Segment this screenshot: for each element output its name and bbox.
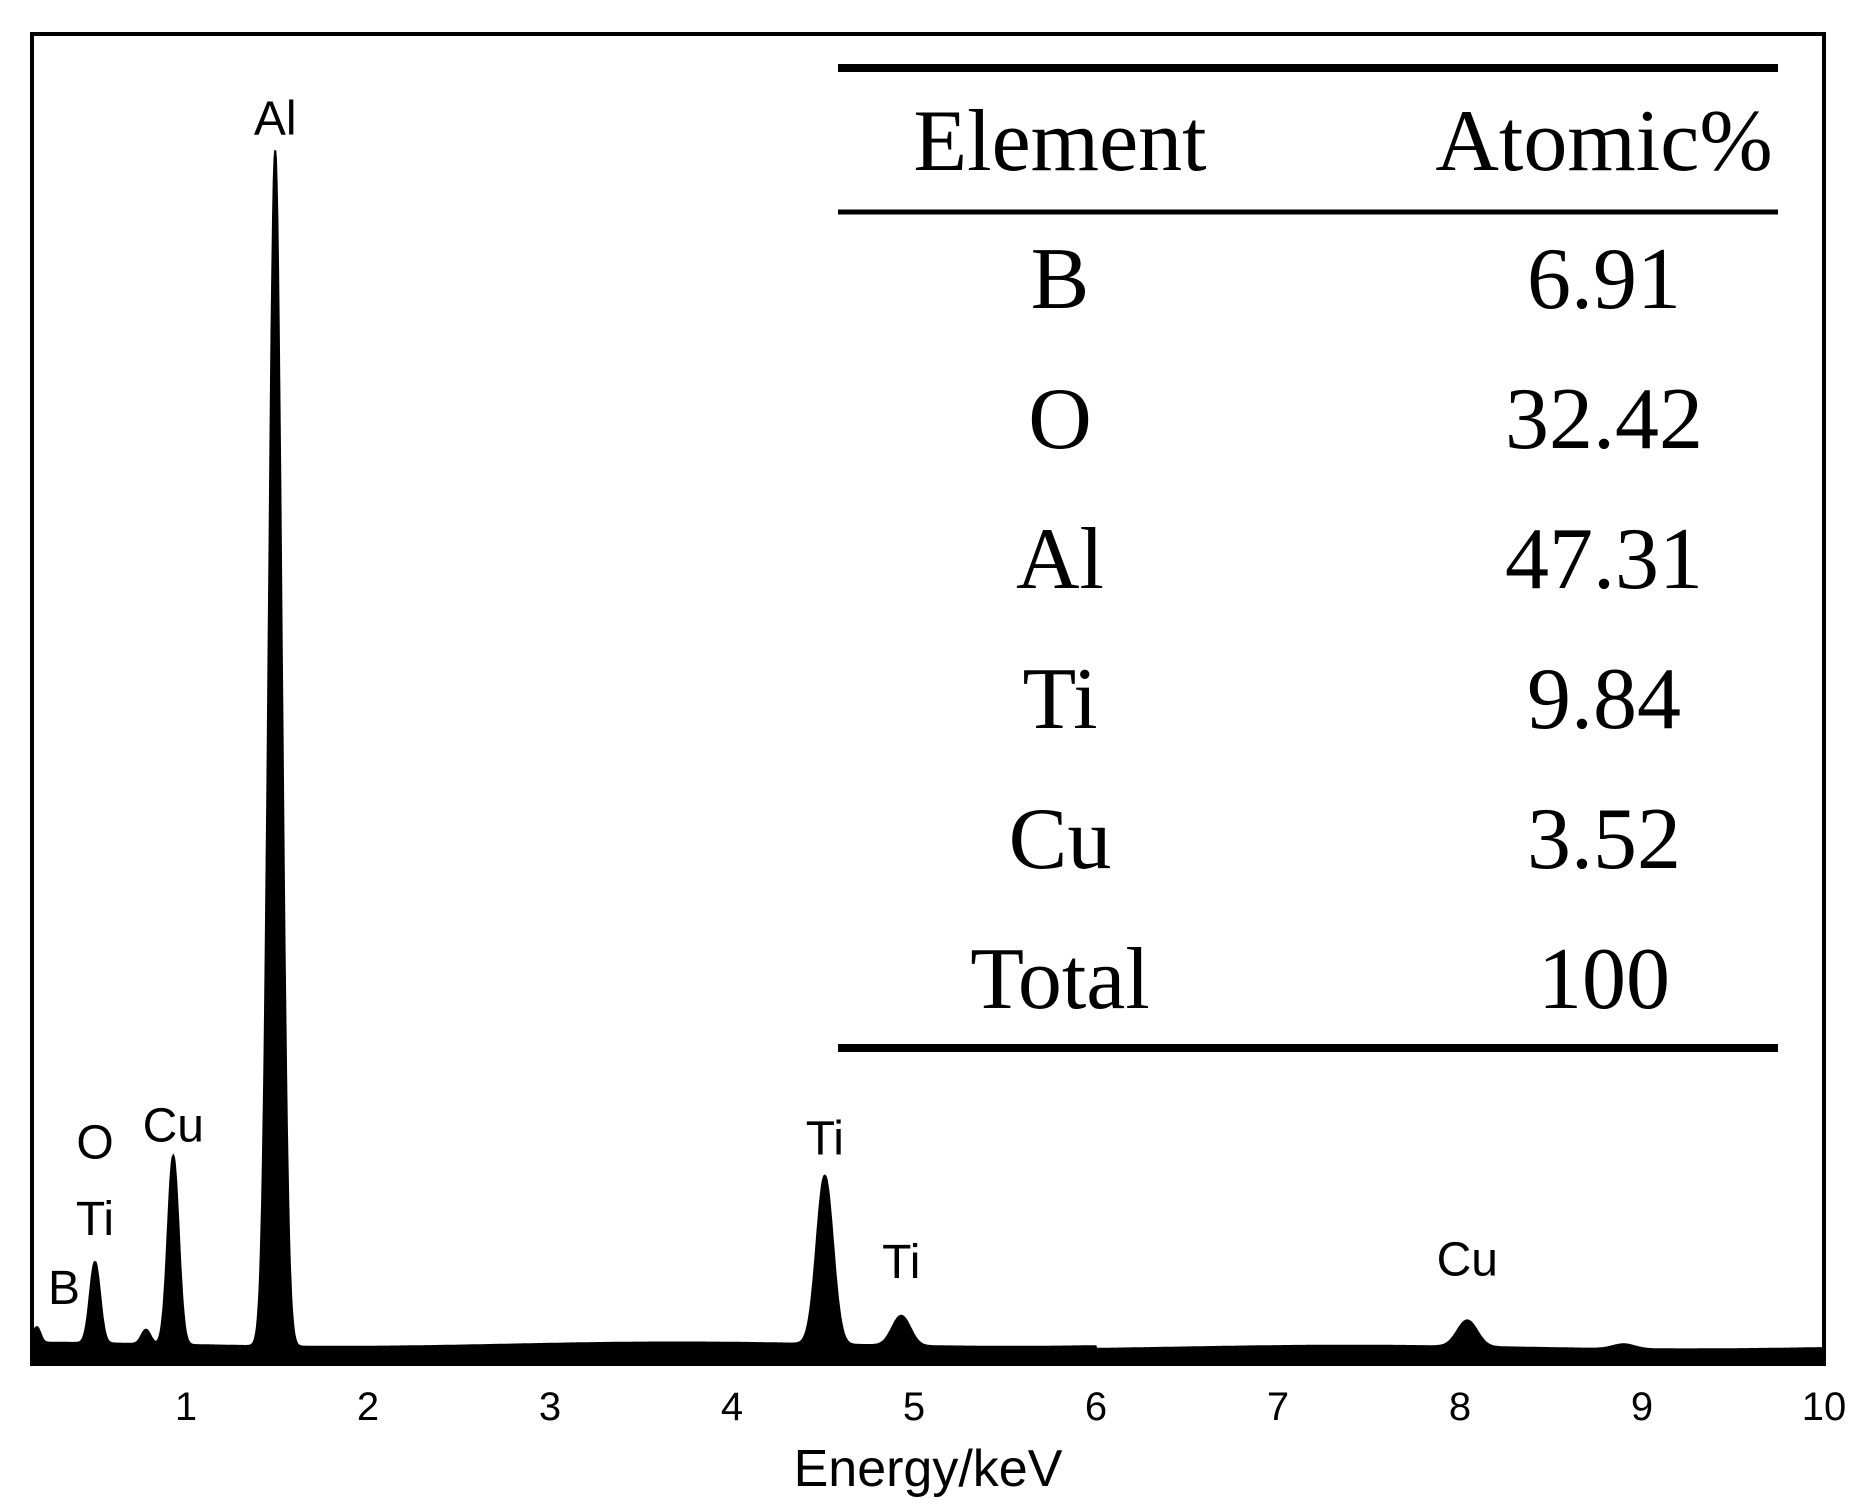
peak-label: B: [48, 1262, 80, 1315]
x-tick-label: 7: [1267, 1385, 1289, 1429]
table-cell: O: [1028, 371, 1092, 468]
table-cell: 100: [1538, 931, 1670, 1028]
table-header: Element: [913, 93, 1206, 190]
table-cell: Total: [970, 931, 1150, 1028]
table-cell: 3.52: [1527, 791, 1681, 888]
table-cell: 32.42: [1505, 371, 1703, 468]
peak-label: Al: [254, 93, 297, 146]
peak-label: Cu: [143, 1100, 204, 1153]
x-axis-ticks: 1 2 3 4 5 6 7 8 9 10: [175, 1350, 1846, 1429]
x-tick-label: 8: [1449, 1385, 1471, 1429]
table-cell: Al: [1016, 511, 1104, 608]
x-tick-label: 1: [175, 1385, 197, 1429]
x-tick-label: 5: [903, 1385, 925, 1429]
peak-label: Ti: [76, 1193, 114, 1246]
peak-label: Ti: [806, 1113, 844, 1166]
peak-labels: B Ti O Cu Al Ti Ti Cu: [48, 93, 1498, 1316]
table-header: Atomic%: [1435, 93, 1772, 190]
peak-label: Ti: [882, 1236, 920, 1289]
x-tick-label: 9: [1631, 1385, 1653, 1429]
table-cell: 47.31: [1505, 511, 1703, 608]
table-cell: B: [1031, 231, 1090, 328]
table-cell: Cu: [1009, 791, 1112, 888]
x-axis-label: Energy/keV: [794, 1440, 1063, 1498]
table-cell: 9.84: [1527, 651, 1681, 748]
x-tick-label: 4: [721, 1385, 743, 1429]
x-tick-label: 3: [539, 1385, 561, 1429]
peak-label: Cu: [1437, 1233, 1498, 1286]
table-cell: Ti: [1022, 651, 1097, 748]
peak-label: O: [76, 1116, 113, 1169]
spectrum-area: [30, 150, 1826, 1365]
composition-table: Element Atomic% B 6.91 O 32.42 Al 47.31 Ti 9.84 Cu…: [838, 64, 1778, 1052]
x-tick-label: 6: [1085, 1385, 1107, 1429]
table-cell: 6.91: [1527, 231, 1681, 328]
x-tick-label: 10: [1802, 1385, 1847, 1429]
x-tick-label: 2: [357, 1385, 379, 1429]
